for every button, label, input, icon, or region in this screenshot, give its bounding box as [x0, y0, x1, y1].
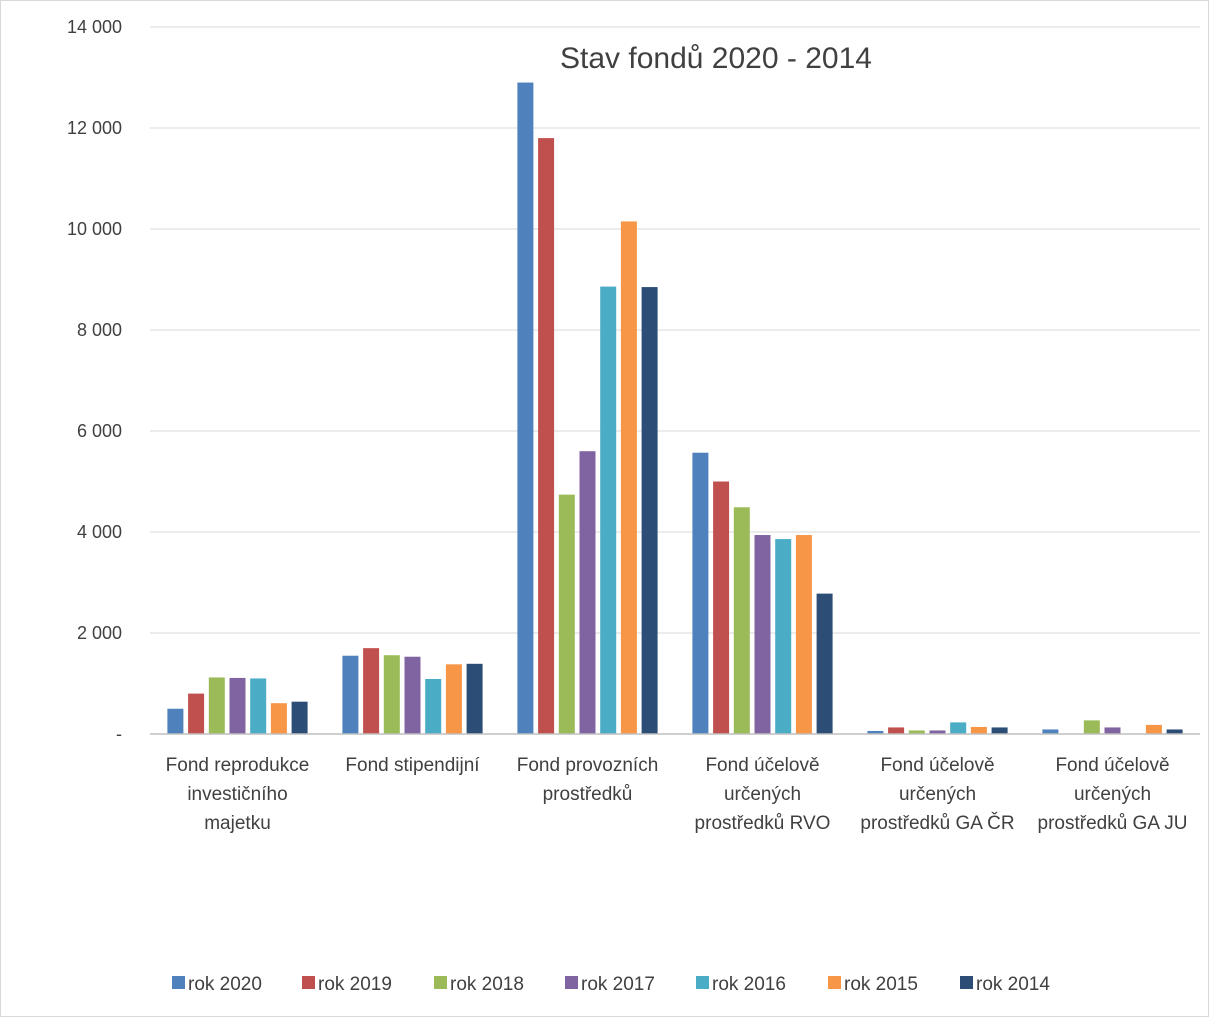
bar: [950, 722, 967, 734]
bar: [1042, 729, 1059, 734]
x-tick-label: investičního: [187, 784, 287, 805]
bar: [167, 708, 184, 734]
legend-label: rok 2019: [318, 974, 392, 995]
x-tick-label: majetku: [204, 813, 271, 834]
x-tick-label: Fond reprodukce: [166, 755, 310, 776]
x-tick-label: Fond provozních: [517, 755, 659, 776]
bar: [1083, 720, 1100, 734]
bar: [445, 664, 462, 734]
bar: [888, 727, 905, 734]
bar: [908, 730, 925, 734]
bar: [620, 221, 637, 735]
legend: rok 2020 rok 2019 rok 2018 rok 2017 rok 2016…: [172, 974, 1050, 995]
bar: [692, 452, 709, 734]
gridlines: [150, 26, 1200, 634]
y-tick-label: 8 000: [77, 320, 122, 340]
bar: [795, 535, 812, 734]
x-tick-label: prostředků RVO: [695, 813, 831, 834]
bar: [425, 678, 442, 734]
x-tick-label: Fond stipendijní: [345, 755, 480, 776]
bar: [291, 701, 308, 734]
x-tick-label: určených: [724, 784, 801, 805]
bar: [733, 507, 750, 734]
bar: [517, 82, 534, 735]
bar: [466, 663, 483, 734]
bar: [383, 655, 400, 734]
bar: [1104, 727, 1121, 734]
x-tick-label: prostředků GA ČR: [860, 812, 1014, 834]
bar: [270, 703, 287, 734]
bar: [404, 656, 421, 734]
bar: [208, 677, 225, 734]
legend-label: rok 2017: [581, 974, 655, 995]
legend-label: rok 2015: [844, 974, 918, 995]
y-tick-label: 14 000: [67, 17, 122, 37]
axes: - 2 000 4 000 6 000 8 000 10 000 12 000 14 000 F…: [67, 17, 1200, 834]
bar: [250, 678, 267, 734]
x-tick-label: Fond účelově: [705, 755, 819, 776]
bar: [188, 693, 205, 734]
legend-swatch: [960, 976, 973, 989]
chart-title: Stav fondů 2020 - 2014: [560, 42, 872, 75]
x-tick-label: určených: [899, 784, 976, 805]
legend-label: rok 2018: [450, 974, 524, 995]
y-tick-label: 6 000: [77, 421, 122, 441]
bar: [342, 655, 359, 734]
bar: [1166, 729, 1183, 734]
x-tick-label: určených: [1074, 784, 1151, 805]
y-tick-label: 4 000: [77, 522, 122, 542]
bar: [754, 535, 771, 734]
y-tick-label: 12 000: [67, 118, 122, 138]
legend-swatch: [172, 976, 185, 989]
x-tick-label: prostředků GA JU: [1038, 813, 1188, 834]
bar: [991, 727, 1008, 734]
bar: [641, 287, 658, 734]
bar: [538, 138, 555, 735]
x-tick-label: Fond účelově: [880, 755, 994, 776]
bar: [579, 451, 596, 734]
bar: [970, 726, 987, 734]
bar: [867, 730, 884, 734]
bar: [929, 730, 946, 734]
legend-label: rok 2014: [976, 974, 1050, 995]
y-tick-label: -: [116, 724, 122, 744]
x-tick-label: prostředků: [543, 784, 633, 805]
bar: [1145, 724, 1162, 734]
legend-swatch: [434, 976, 447, 989]
bar: [713, 481, 730, 734]
legend-swatch: [696, 976, 709, 989]
legend-swatch: [828, 976, 841, 989]
bar: [600, 286, 617, 734]
bars: [167, 82, 1183, 735]
legend-swatch: [565, 976, 578, 989]
bar: [816, 593, 833, 734]
bar: [775, 539, 792, 734]
bar: [558, 494, 575, 734]
y-tick-label: 10 000: [67, 219, 122, 239]
bar: [229, 677, 246, 734]
y-tick-label: 2 000: [77, 623, 122, 643]
legend-label: rok 2020: [188, 974, 262, 995]
bar: [363, 648, 380, 734]
legend-label: rok 2016: [712, 974, 786, 995]
x-tick-label: Fond účelově: [1055, 755, 1169, 776]
legend-swatch: [302, 976, 315, 989]
